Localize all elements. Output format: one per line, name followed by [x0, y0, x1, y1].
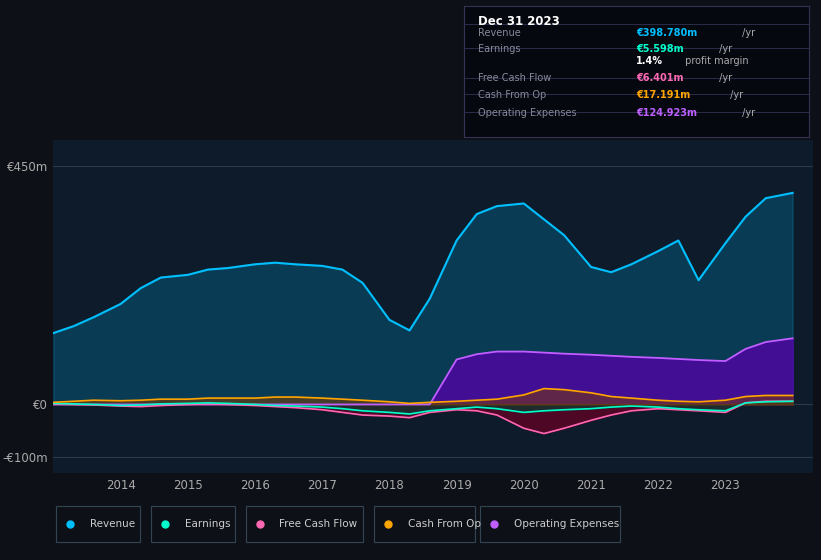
Text: Cash From Op: Cash From Op [478, 90, 546, 100]
Text: Operating Expenses: Operating Expenses [514, 519, 619, 529]
Text: Revenue: Revenue [89, 519, 135, 529]
Text: /yr: /yr [739, 108, 754, 118]
Text: Revenue: Revenue [478, 28, 521, 38]
Text: Cash From Op: Cash From Op [408, 519, 481, 529]
Text: 1.4%: 1.4% [636, 55, 663, 66]
Text: Earnings: Earnings [478, 44, 521, 54]
Text: Free Cash Flow: Free Cash Flow [279, 519, 358, 529]
Text: Free Cash Flow: Free Cash Flow [478, 73, 551, 83]
Text: €398.780m: €398.780m [636, 28, 698, 38]
Text: Earnings: Earnings [185, 519, 230, 529]
Text: €5.598m: €5.598m [636, 44, 684, 54]
Text: €6.401m: €6.401m [636, 73, 684, 83]
Text: €124.923m: €124.923m [636, 108, 697, 118]
Text: Dec 31 2023: Dec 31 2023 [478, 15, 559, 28]
Text: €17.191m: €17.191m [636, 90, 690, 100]
Text: Operating Expenses: Operating Expenses [478, 108, 576, 118]
Text: /yr: /yr [739, 28, 754, 38]
Text: profit margin: profit margin [681, 55, 749, 66]
Text: /yr: /yr [716, 73, 732, 83]
Text: /yr: /yr [727, 90, 744, 100]
Text: /yr: /yr [716, 44, 732, 54]
